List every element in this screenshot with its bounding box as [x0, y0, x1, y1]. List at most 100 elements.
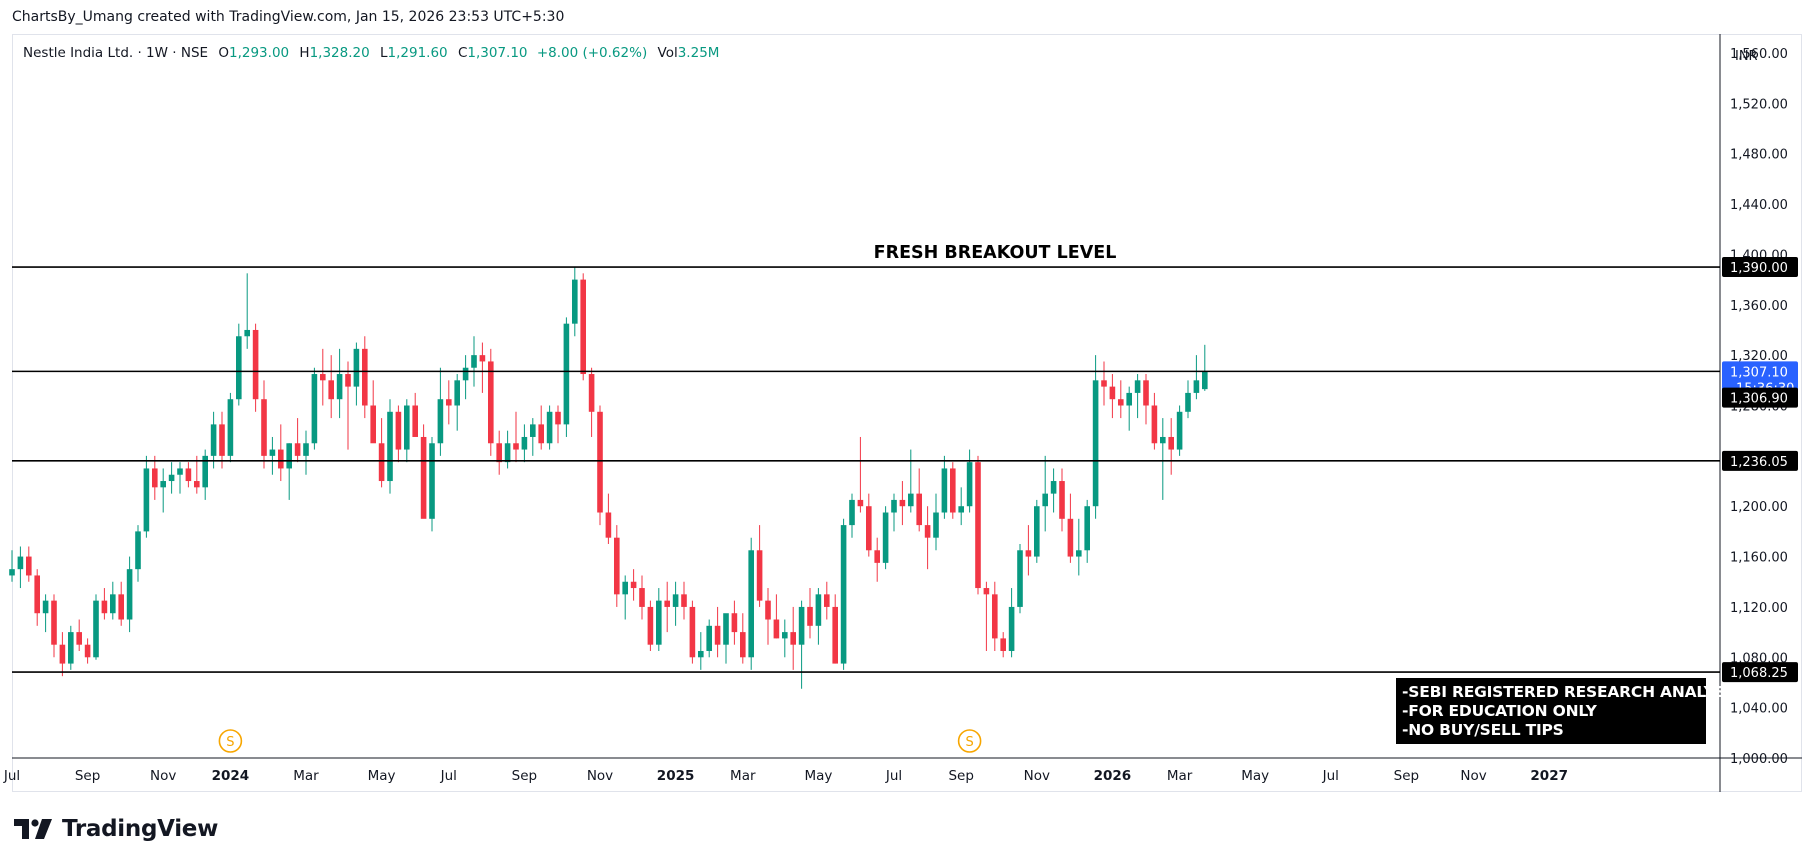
candle-body[interactable]	[1000, 638, 1006, 651]
candle-body[interactable]	[160, 481, 166, 488]
candle-body[interactable]	[1050, 481, 1057, 494]
candle-body[interactable]	[328, 380, 334, 400]
candle-body[interactable]	[580, 279, 586, 375]
candle-body[interactable]	[1092, 380, 1099, 507]
candle-body[interactable]	[773, 619, 780, 639]
candle-body[interactable]	[521, 436, 528, 450]
dividend-marker-icon[interactable]	[957, 729, 982, 753]
candle-body[interactable]	[891, 499, 897, 513]
candle-body[interactable]	[630, 581, 637, 589]
candle-body[interactable]	[798, 606, 805, 645]
candle-body[interactable]	[639, 588, 645, 607]
candle-body[interactable]	[143, 468, 150, 532]
candle-body[interactable]	[941, 468, 948, 513]
candle-body[interactable]	[975, 462, 981, 589]
candle-body[interactable]	[202, 455, 208, 488]
candle-body[interactable]	[1008, 606, 1015, 651]
candle-body[interactable]	[395, 411, 402, 450]
candle-body[interactable]	[210, 424, 217, 456]
candle-body[interactable]	[740, 632, 746, 658]
candle-body[interactable]	[294, 443, 301, 456]
candle-body[interactable]	[924, 525, 931, 538]
candle-body[interactable]	[790, 632, 796, 645]
candle-body[interactable]	[261, 399, 267, 456]
candle-body[interactable]	[588, 374, 595, 412]
candle-body[interactable]	[807, 606, 813, 626]
candle-body[interactable]	[1067, 518, 1074, 557]
candle-body[interactable]	[933, 512, 939, 538]
candle-body[interactable]	[479, 355, 486, 362]
candle-body[interactable]	[34, 575, 40, 614]
candle-body[interactable]	[68, 632, 74, 664]
candle-body[interactable]	[345, 374, 351, 387]
candle-body[interactable]	[849, 499, 855, 526]
candle-body[interactable]	[1151, 405, 1158, 444]
candle-body[interactable]	[664, 600, 670, 607]
candle-body[interactable]	[563, 323, 570, 425]
candle-body[interactable]	[656, 600, 662, 645]
candle-body[interactable]	[698, 650, 704, 658]
candle-body[interactable]	[429, 443, 435, 519]
candle-body[interactable]	[1143, 380, 1149, 406]
candle-body[interactable]	[462, 367, 469, 381]
candle-body[interactable]	[126, 569, 133, 620]
candle-body[interactable]	[1101, 380, 1107, 387]
candle-body[interactable]	[723, 613, 729, 645]
candle-body[interactable]	[471, 355, 477, 368]
candle-body[interactable]	[194, 481, 200, 488]
candle-body[interactable]	[597, 411, 603, 513]
candle-body[interactable]	[1176, 411, 1183, 450]
candle-body[interactable]	[572, 279, 578, 324]
candle-body[interactable]	[286, 443, 292, 469]
candle-body[interactable]	[992, 594, 998, 639]
candle-body[interactable]	[177, 468, 183, 475]
candle-body[interactable]	[513, 443, 519, 450]
candle-body[interactable]	[966, 462, 973, 507]
candle-body[interactable]	[1126, 392, 1132, 406]
candle-body[interactable]	[530, 424, 536, 437]
candle-body[interactable]	[681, 594, 687, 607]
candle-body[interactable]	[815, 594, 822, 626]
candle-body[interactable]	[916, 493, 922, 526]
candle-body[interactable]	[958, 506, 964, 513]
candle-body[interactable]	[1160, 436, 1166, 444]
candle-body[interactable]	[362, 348, 368, 406]
candle-body[interactable]	[714, 625, 721, 645]
candle-body[interactable]	[227, 399, 234, 456]
candle-body[interactable]	[1109, 386, 1116, 400]
candle-body[interactable]	[538, 424, 544, 444]
candle-body[interactable]	[404, 405, 410, 450]
candle-body[interactable]	[303, 443, 309, 456]
candle-body[interactable]	[1084, 506, 1090, 551]
candle-body[interactable]	[93, 600, 99, 658]
candle-body[interactable]	[336, 374, 343, 400]
candle-body[interactable]	[1025, 550, 1032, 557]
candle-body[interactable]	[446, 399, 452, 406]
candle-body[interactable]	[420, 436, 427, 519]
candle-body[interactable]	[782, 632, 788, 639]
candle-body[interactable]	[26, 556, 32, 576]
candle-body[interactable]	[1118, 399, 1124, 406]
candle-body[interactable]	[1042, 493, 1048, 507]
candle-body[interactable]	[370, 405, 376, 444]
candle-body[interactable]	[622, 581, 628, 595]
candle-body[interactable]	[278, 449, 284, 469]
candle-body[interactable]	[1034, 506, 1040, 557]
candle-body[interactable]	[84, 644, 91, 658]
candle-body[interactable]	[9, 569, 15, 576]
candle-body[interactable]	[152, 468, 158, 488]
candle-body[interactable]	[555, 411, 561, 425]
candle-body[interactable]	[1017, 550, 1023, 607]
tradingview-brand[interactable]: TradingView	[14, 814, 218, 844]
candle-body[interactable]	[42, 600, 49, 614]
candle-body[interactable]	[546, 411, 553, 444]
candle-body[interactable]	[488, 361, 494, 444]
candle-body[interactable]	[1193, 380, 1200, 393]
candle-body[interactable]	[437, 399, 444, 444]
candle-body[interactable]	[168, 474, 175, 482]
candle-body[interactable]	[1134, 380, 1141, 393]
candle-body[interactable]	[135, 531, 141, 570]
candle-body[interactable]	[59, 644, 66, 664]
candle-body[interactable]	[185, 468, 192, 482]
candle-body[interactable]	[672, 594, 679, 607]
